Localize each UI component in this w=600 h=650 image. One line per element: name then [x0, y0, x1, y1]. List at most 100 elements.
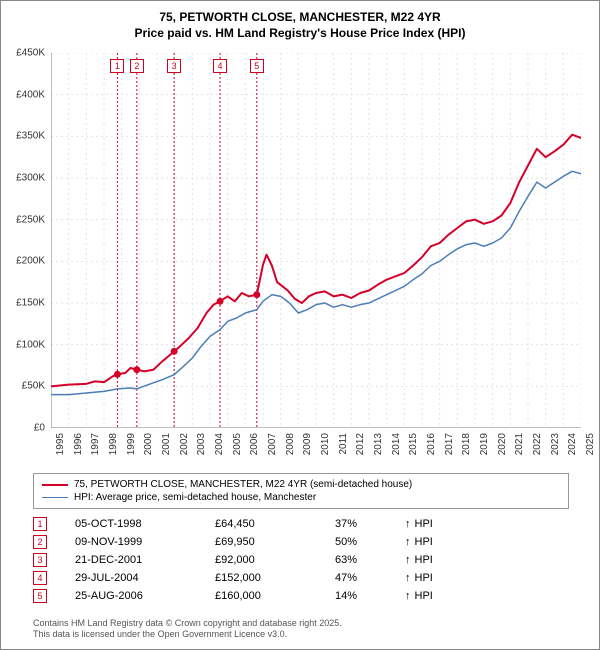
sales-row-hpi-label: HPI	[415, 572, 433, 584]
title-block: 75, PETWORTH CLOSE, MANCHESTER, M22 4YR …	[1, 1, 599, 45]
chart-container: 75, PETWORTH CLOSE, MANCHESTER, M22 4YR …	[0, 0, 600, 650]
y-tick-label: £100K	[16, 339, 45, 350]
footer-line-2: This data is licensed under the Open Gov…	[33, 629, 569, 641]
sales-table: 105-OCT-1998£64,45037%↑HPI209-NOV-1999£6…	[33, 515, 569, 605]
up-arrow-icon: ↑	[405, 536, 411, 548]
sales-row-pct: 37%	[335, 518, 405, 530]
legend-swatch	[42, 484, 68, 486]
chart-sale-marker: 3	[167, 59, 181, 73]
x-tick-label: 2002	[179, 433, 190, 455]
title-line-1: 75, PETWORTH CLOSE, MANCHESTER, M22 4YR	[11, 9, 589, 25]
sales-row-hpi-label: HPI	[415, 536, 433, 548]
y-tick-label: £250K	[16, 214, 45, 225]
x-tick-label: 1998	[108, 433, 119, 455]
sales-row: 1 05-OCT-1998£64,45037%↑ HPI	[33, 515, 569, 533]
x-tick-label: 1999	[126, 433, 137, 455]
sales-row-hpi-label: HPI	[415, 518, 433, 530]
sales-row-price: £69,950	[215, 536, 335, 548]
x-tick-label: 2007	[267, 433, 278, 455]
x-tick-label: 2018	[461, 433, 472, 455]
x-tick-label: 1997	[90, 433, 101, 455]
y-tick-label: £400K	[16, 89, 45, 100]
sales-row-price: £64,450	[215, 518, 335, 530]
sales-row-date: 21-DEC-2001	[75, 554, 215, 566]
sales-row: 5 25-AUG-2006£160,00014%↑ HPI	[33, 587, 569, 605]
sales-row-date: 05-OCT-1998	[75, 518, 215, 530]
x-tick-label: 2004	[214, 433, 225, 455]
y-tick-label: £0	[34, 423, 45, 434]
legend-swatch	[42, 497, 68, 498]
legend: 75, PETWORTH CLOSE, MANCHESTER, M22 4YR …	[33, 473, 569, 509]
sales-row-hpi-label: HPI	[415, 590, 433, 602]
sales-row-marker: 5	[33, 589, 47, 603]
x-tick-label: 2016	[426, 433, 437, 455]
legend-label: HPI: Average price, semi-detached house,…	[74, 492, 316, 503]
y-tick-label: £200K	[16, 256, 45, 267]
x-tick-label: 2021	[514, 433, 525, 455]
legend-item: 75, PETWORTH CLOSE, MANCHESTER, M22 4YR …	[42, 478, 560, 491]
x-tick-label: 2019	[479, 433, 490, 455]
sales-row-marker: 1	[33, 517, 47, 531]
sales-row: 3 21-DEC-2001£92,00063%↑ HPI	[33, 551, 569, 569]
x-axis-labels: 1995 1996 1997 1998 1999 2000 2001 2002 2003 2004…	[51, 431, 581, 473]
sales-row-pct: 14%	[335, 590, 405, 602]
x-tick-label: 2014	[391, 433, 402, 455]
sales-row: 2 09-NOV-1999£69,95050%↑ HPI	[33, 533, 569, 551]
up-arrow-icon: ↑	[405, 572, 411, 584]
x-tick-label: 2012	[355, 433, 366, 455]
sales-row-hpi-label: HPI	[415, 554, 433, 566]
sales-row-price: £160,000	[215, 590, 335, 602]
y-tick-label: £300K	[16, 173, 45, 184]
sales-row-price: £92,000	[215, 554, 335, 566]
x-tick-label: 2010	[320, 433, 331, 455]
x-tick-label: 2001	[161, 433, 172, 455]
sales-row-marker: 4	[33, 571, 47, 585]
sales-row-marker: 3	[33, 553, 47, 567]
footer-line-1: Contains HM Land Registry data © Crown c…	[33, 618, 569, 630]
y-tick-label: £150K	[16, 298, 45, 309]
up-arrow-icon: ↑	[405, 518, 411, 530]
x-tick-label: 2024	[567, 433, 578, 455]
chart-sale-marker: 5	[250, 59, 264, 73]
sales-row-pct: 63%	[335, 554, 405, 566]
up-arrow-icon: ↑	[405, 554, 411, 566]
legend-item: HPI: Average price, semi-detached house,…	[42, 491, 560, 504]
sales-row-date: 09-NOV-1999	[75, 536, 215, 548]
chart-plot-area: 12 3 4 5	[51, 53, 581, 428]
sales-row: 4 29-JUL-2004£152,00047%↑ HPI	[33, 569, 569, 587]
x-tick-label: 2008	[285, 433, 296, 455]
x-tick-label: 2006	[249, 433, 260, 455]
x-tick-label: 2011	[338, 433, 349, 455]
y-axis-labels: £0£50K£100K£150K£200K£250K£300K£350K£400…	[1, 53, 49, 428]
title-line-2: Price paid vs. HM Land Registry's House …	[11, 25, 589, 41]
x-tick-label: 1996	[73, 433, 84, 455]
chart-sale-marker: 2	[130, 59, 144, 73]
sales-row-marker: 2	[33, 535, 47, 549]
x-tick-label: 2025	[585, 433, 596, 455]
x-tick-label: 2020	[497, 433, 508, 455]
x-tick-label: 2000	[143, 433, 154, 455]
x-tick-label: 2017	[444, 433, 455, 455]
y-tick-label: £350K	[16, 131, 45, 142]
x-tick-label: 1995	[55, 433, 66, 455]
legend-label: 75, PETWORTH CLOSE, MANCHESTER, M22 4YR …	[74, 479, 412, 490]
chart-sale-marker: 4	[213, 59, 227, 73]
chart-svg	[51, 53, 581, 428]
sales-row-date: 25-AUG-2006	[75, 590, 215, 602]
chart-sale-marker: 1	[110, 59, 124, 73]
sales-row-price: £152,000	[215, 572, 335, 584]
footer: Contains HM Land Registry data © Crown c…	[33, 618, 569, 641]
x-tick-label: 2005	[232, 433, 243, 455]
sales-row-pct: 50%	[335, 536, 405, 548]
x-tick-label: 2023	[550, 433, 561, 455]
up-arrow-icon: ↑	[405, 590, 411, 602]
y-tick-label: £450K	[16, 48, 45, 59]
x-tick-label: 2013	[373, 433, 384, 455]
x-tick-label: 2022	[532, 433, 543, 455]
y-tick-label: £50K	[22, 381, 45, 392]
x-tick-label: 2009	[302, 433, 313, 455]
x-tick-label: 2015	[408, 433, 419, 455]
x-tick-label: 2003	[196, 433, 207, 455]
sales-row-pct: 47%	[335, 572, 405, 584]
sales-row-date: 29-JUL-2004	[75, 572, 215, 584]
